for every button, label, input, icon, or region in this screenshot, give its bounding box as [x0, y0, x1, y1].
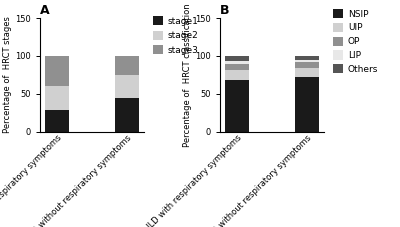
Legend: NSIP, UIP, OP, LIP, Others: NSIP, UIP, OP, LIP, Others	[332, 9, 378, 74]
Bar	[225, 61, 249, 64]
Bar	[295, 56, 319, 60]
Bar	[45, 111, 69, 132]
Bar	[45, 86, 69, 111]
Bar	[115, 98, 139, 132]
Bar	[45, 56, 69, 86]
Bar	[295, 77, 319, 132]
Text: A: A	[40, 4, 50, 17]
Bar	[295, 60, 319, 62]
Bar	[225, 64, 249, 70]
Bar	[295, 62, 319, 68]
Bar	[295, 68, 319, 77]
Y-axis label: Percentage of  HRCT classification: Percentage of HRCT classification	[184, 3, 192, 147]
Y-axis label: Percentage of  HRCT stages: Percentage of HRCT stages	[4, 17, 12, 133]
Bar	[225, 70, 249, 80]
Text: B: B	[220, 4, 230, 17]
Bar	[115, 56, 139, 75]
Bar	[225, 80, 249, 132]
Bar	[225, 56, 249, 61]
Legend: stage1, stage2, stage3: stage1, stage2, stage3	[152, 16, 199, 55]
Bar	[115, 75, 139, 98]
